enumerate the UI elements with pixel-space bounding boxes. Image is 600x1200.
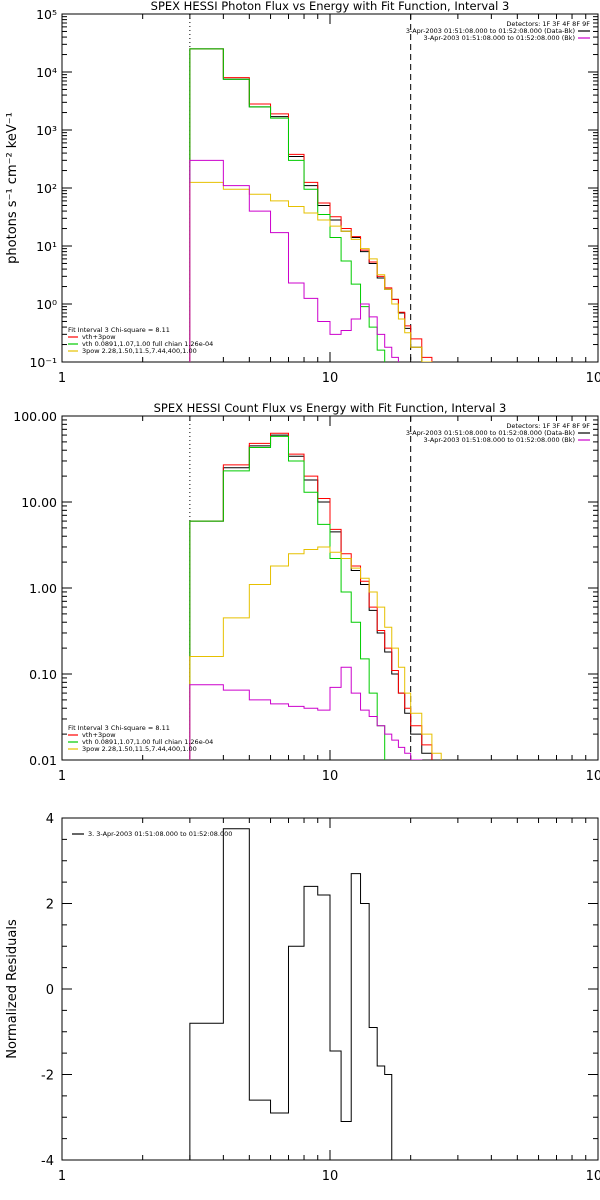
y-tick-label: 10.00 xyxy=(21,495,57,510)
x-tick-label: 1 xyxy=(58,769,66,784)
series-3-3-apr-2003-01-51-08-000-to-0 xyxy=(189,828,412,1160)
legend-entry: 3-Apr-2003 01:51:08.000 to 01:52:08.000 … xyxy=(406,429,575,437)
chart-panel-1: SPEX HESSI Photon Flux vs Energy with Fi… xyxy=(5,0,600,386)
x-tick-label: 100 xyxy=(586,1169,600,1184)
chart-panel-2: SPEX HESSI Count Flux vs Energy with Fit… xyxy=(13,401,600,784)
y-tick-label: 4 xyxy=(46,812,54,827)
y-tick-label: 10⁻¹ xyxy=(29,355,57,370)
legend-entry: 3. 3-Apr-2003 01:51:08.000 to 01:52:08.0… xyxy=(88,830,232,838)
series-data-bk xyxy=(189,434,433,760)
fit-legend-entry: 3pow 2.28,1.50,11.5,7.44,400,1.00 xyxy=(82,745,197,753)
fit-legend-entry: vth 0.0891,1.07,1.00 full chian 1.26e-04 xyxy=(82,340,213,348)
x-tick-label: 1 xyxy=(58,1169,66,1184)
plot-series-group xyxy=(189,432,442,760)
y-tick-label: 0 xyxy=(46,983,54,998)
x-tick-label: 100 xyxy=(586,769,600,784)
y-tick-label: 10¹ xyxy=(36,239,57,254)
fit-legend-entry: 3pow 2.28,1.50,11.5,7.44,400,1.00 xyxy=(82,347,197,355)
legend-entry: 3-Apr-2003 01:51:08.000 to 01:52:08.000 … xyxy=(406,27,575,35)
legend-entry: 3-Apr-2003 01:51:08.000 to 01:52:08.000 … xyxy=(424,34,575,42)
x-tick-label: 100 xyxy=(586,371,600,386)
fit-legend-entry: vth+3pow xyxy=(82,333,116,341)
series-bk xyxy=(189,666,423,760)
chart-title: SPEX HESSI Photon Flux vs Energy with Fi… xyxy=(151,0,510,13)
x-tick-label: 10 xyxy=(322,769,339,784)
y-tick-label: 10⁰ xyxy=(36,297,57,312)
y-tick-label: 100.00 xyxy=(13,409,57,424)
legend-entry: 3-Apr-2003 01:51:08.000 to 01:52:08.000 … xyxy=(424,436,575,444)
y-axis-label: photons s⁻¹ cm⁻² keV⁻¹ xyxy=(5,112,20,264)
series-3pow xyxy=(189,181,433,362)
fit-legend-title: Fit Interval 3 Chi-square = 8.11 xyxy=(68,326,170,334)
y-tick-label: 0.01 xyxy=(29,753,57,768)
y-tick-label: 10² xyxy=(36,181,57,196)
x-tick-label: 10 xyxy=(322,1169,339,1184)
plot-frame xyxy=(61,13,599,363)
series-vth-3pow xyxy=(189,48,433,362)
legend-title: Detectors: 1F 3F 4F 8F 9F xyxy=(506,422,590,430)
series-3pow xyxy=(189,546,442,760)
chart-title: SPEX HESSI Count Flux vs Energy with Fit… xyxy=(154,401,507,415)
y-tick-label: 1.00 xyxy=(29,581,57,596)
series-vth xyxy=(189,435,386,760)
legend-title: Detectors: 1F 3F 4F 8F 9F xyxy=(506,20,590,28)
series-vth-3pow xyxy=(189,432,433,760)
y-tick-label: 10⁴ xyxy=(36,65,57,80)
y-tick-label: -4 xyxy=(41,1154,54,1169)
y-tick-label: 10³ xyxy=(36,123,57,138)
chart-panel-3: 1 10 100 -4 -2 0 2 4 Normalized Residuals 3. 3-Ap… xyxy=(5,812,600,1184)
fit-legend-entry: vth+3pow xyxy=(82,731,116,739)
x-tick-label: 1 xyxy=(58,371,66,386)
y-tick-label: -2 xyxy=(41,1069,54,1084)
fit-legend-entry: vth 0.0891,1.07,1.00 full chian 1.26e-04 xyxy=(82,738,213,746)
series-vth xyxy=(189,48,386,362)
fit-legend-title: Fit Interval 3 Chi-square = 8.11 xyxy=(68,724,170,732)
y-tick-label: 10⁵ xyxy=(36,7,57,22)
series-data-bk xyxy=(189,48,423,362)
y-tick-label: 0.10 xyxy=(29,667,57,682)
series-bk xyxy=(189,159,399,362)
y-axis-label: Normalized Residuals xyxy=(5,919,20,1059)
y-tick-label: 2 xyxy=(46,898,54,913)
x-tick-label: 10 xyxy=(322,371,339,386)
plot-series-group xyxy=(189,48,433,362)
plot-series-group xyxy=(189,828,412,1160)
